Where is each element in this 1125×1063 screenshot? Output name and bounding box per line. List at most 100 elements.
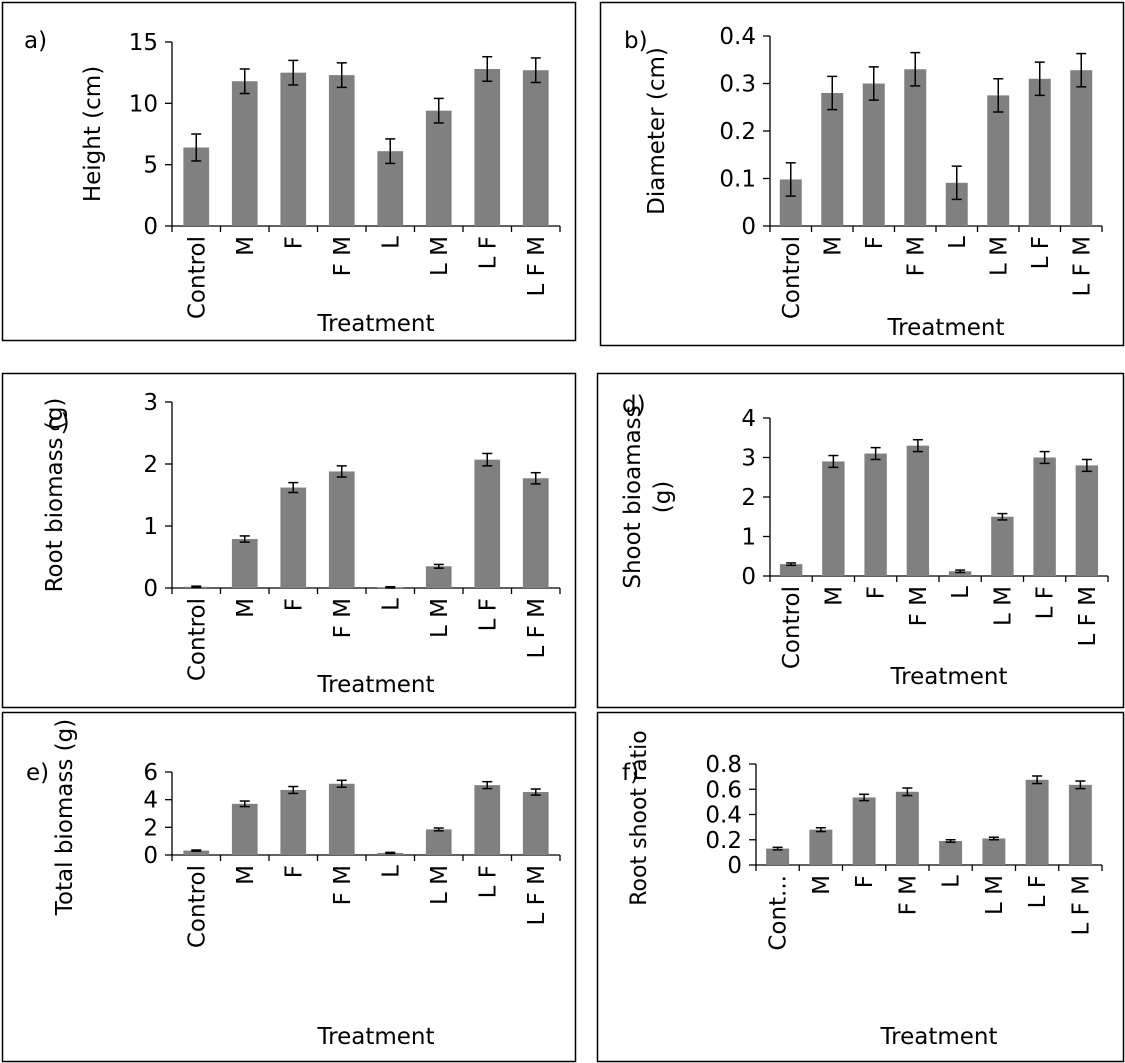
- chart-panel-c: c) 0 1 2 3 Control M F F M L L M L F L F M Treatment R…: [1, 372, 577, 709]
- x-tick-label: L: [378, 598, 404, 611]
- x-tick-label: L: [948, 586, 974, 599]
- x-tick-label: F: [864, 586, 890, 599]
- x-tick-label: L F M: [524, 598, 550, 659]
- x-tick-label: F: [852, 875, 878, 888]
- x-tick-label: F: [281, 236, 307, 249]
- bar: [864, 453, 887, 576]
- y-axis-label-line2: (g): [650, 481, 676, 514]
- x-tick-label: F: [281, 598, 307, 611]
- panel-label: d): [622, 392, 646, 418]
- x-tick-label: L F: [1025, 875, 1051, 908]
- bar: [1068, 784, 1092, 865]
- bar: [1028, 78, 1051, 226]
- panel-label: b): [624, 28, 648, 54]
- x-tick-label: F M: [903, 236, 929, 276]
- bar: [862, 83, 885, 226]
- bar: [852, 797, 876, 865]
- bar: [280, 789, 307, 855]
- bar: [779, 179, 802, 226]
- y-tick-label: 0.4: [719, 24, 756, 50]
- bar: [945, 182, 968, 226]
- bar: [766, 848, 790, 865]
- panel-label: a): [24, 28, 47, 54]
- x-tick-label: L M: [982, 875, 1008, 915]
- bar: [231, 539, 258, 588]
- x-tick-label: M: [233, 598, 259, 618]
- x-tick-label: L F: [475, 236, 501, 269]
- x-tick-label: F: [862, 236, 888, 249]
- y-tick-label: 0: [741, 214, 756, 240]
- y-tick-label: 3: [741, 446, 756, 472]
- y-tick-label: 2: [143, 452, 158, 478]
- bar: [474, 68, 501, 226]
- y-tick-label: 0: [143, 843, 158, 869]
- bar: [425, 829, 452, 855]
- bar: [522, 792, 549, 855]
- bar: [328, 471, 355, 588]
- y-tick-label: 0.2: [705, 828, 742, 854]
- bar: [809, 829, 833, 865]
- y-tick-label: 1: [741, 525, 756, 551]
- chart-panel-f: f) 00.20.40.60.8 Cont... M F F M L L M L F L F M T…: [596, 711, 1125, 1063]
- x-tick-label: M: [821, 586, 847, 606]
- bar: [1075, 465, 1099, 576]
- bar: [821, 93, 844, 226]
- y-tick-label: 0.6: [705, 777, 742, 803]
- x-tick-label: L M: [986, 236, 1012, 276]
- bar: [982, 838, 1006, 865]
- bar: [1070, 70, 1093, 226]
- bar: [948, 571, 972, 576]
- x-tick-label: L: [378, 236, 404, 249]
- x-tick-label: M: [233, 865, 259, 885]
- x-tick-label: L F M: [1075, 586, 1101, 647]
- y-tick-label: 0.8: [705, 752, 742, 778]
- bar: [231, 803, 258, 855]
- x-tick-label: F M: [330, 865, 356, 905]
- panel-label: c): [48, 410, 70, 436]
- y-tick-label: 2: [741, 485, 756, 511]
- bar: [904, 69, 927, 226]
- y-tick-label: 3: [143, 390, 158, 416]
- bar: [895, 791, 919, 865]
- bar: [939, 841, 963, 865]
- x-tick-label: L M: [990, 586, 1016, 626]
- x-tick-label: L: [939, 875, 965, 888]
- y-axis-label: Shoot bioamass: [620, 405, 646, 588]
- y-axis-label: Diameter (cm): [644, 47, 670, 215]
- panel-frame: [1, 711, 577, 1063]
- x-tick-label: F M: [330, 598, 356, 638]
- y-axis-label: Root shoot ratio: [627, 730, 652, 906]
- x-tick-label: M: [820, 236, 846, 256]
- x-tick-label: F M: [895, 875, 921, 915]
- x-axis-label: Treatment: [886, 315, 1004, 341]
- y-tick-label: 15: [129, 30, 158, 56]
- y-axis-label: Total biomass (g): [52, 719, 78, 916]
- x-tick-label: L F: [1033, 586, 1059, 619]
- y-tick-label: 10: [129, 91, 158, 117]
- x-axis-label: Treatment: [316, 311, 434, 337]
- chart-panel-b: b) 0 0.1 0.2 0.3 0.4 Control M F F M L L M L F L F M T…: [599, 1, 1125, 347]
- x-tick-label: L F M: [1069, 236, 1095, 297]
- bar: [522, 478, 549, 588]
- y-tick-label: 4: [143, 788, 158, 814]
- x-tick-label: Control: [184, 236, 210, 319]
- x-axis-label: Treatment: [889, 664, 1007, 690]
- x-tick-label: F M: [906, 586, 932, 626]
- y-axis-label: Root biomass (g): [42, 398, 68, 593]
- bar: [231, 81, 258, 227]
- bar: [1025, 779, 1049, 865]
- x-tick-label: L F M: [524, 236, 550, 297]
- bar: [1033, 457, 1056, 576]
- bar: [987, 95, 1010, 226]
- x-tick-label: Control: [779, 236, 805, 319]
- x-tick-label: L F: [1028, 236, 1054, 269]
- bar: [425, 110, 452, 226]
- y-axis-label: Height (cm): [80, 66, 106, 202]
- bar: [280, 487, 307, 588]
- y-tick-label: 0.3: [719, 72, 756, 98]
- bar: [328, 75, 355, 227]
- bar: [522, 70, 549, 226]
- x-tick-label: L F: [475, 598, 501, 631]
- bar: [474, 785, 501, 855]
